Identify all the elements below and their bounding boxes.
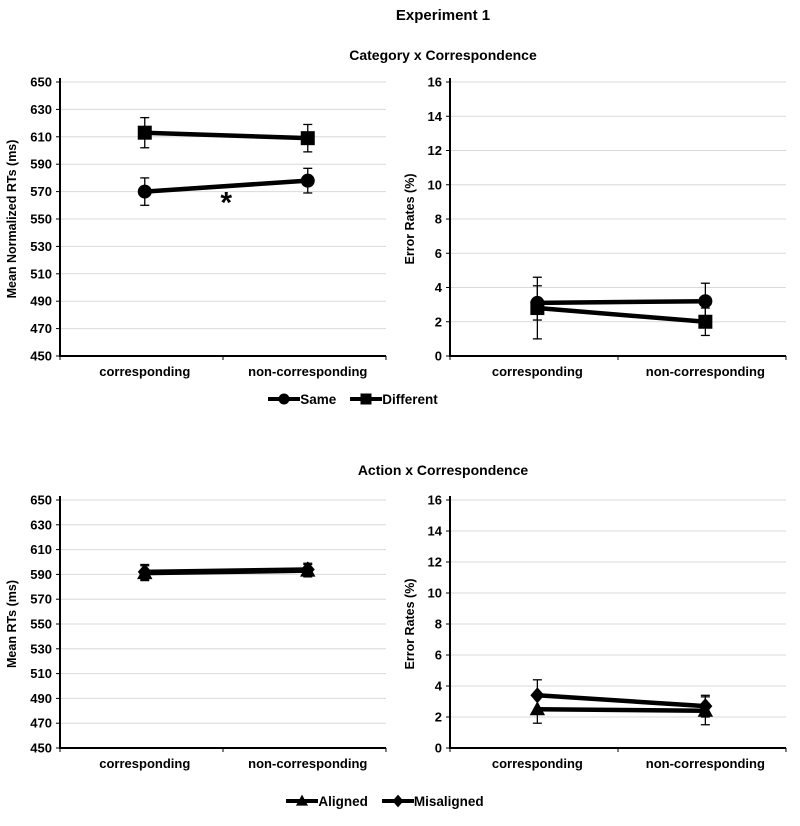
y-axis-tick-label: 4 [435, 280, 443, 295]
series-line-different [537, 305, 706, 324]
y-axis-tick-label: 8 [435, 212, 442, 227]
triangle-legend-icon [286, 794, 319, 806]
y-axis-title: Error Rates (%) [403, 174, 417, 265]
legend-item-same: Same [268, 391, 336, 407]
x-axis-category-label: non-corresponding [646, 364, 765, 379]
y-axis-tick-label: 450 [30, 349, 52, 364]
diamond-legend-icon [381, 794, 414, 808]
data-point-different-corresponding [530, 301, 545, 316]
data-point-aligned-corresponding [529, 701, 546, 716]
data-point-different-non-corresponding [300, 131, 315, 146]
y-axis-tick-label: 630 [30, 102, 52, 117]
y-axis-tick-label: 490 [30, 294, 52, 309]
y-axis-tick-label: 530 [30, 239, 52, 254]
legend-category: Same Different [0, 391, 706, 407]
data-point-misaligned-non-corresponding [300, 561, 315, 578]
y-axis-tick-label: 12 [428, 555, 442, 570]
y-axis-tick-label: 10 [428, 177, 442, 192]
series-line-same [537, 298, 706, 306]
y-axis-tick-label: 4 [435, 679, 443, 694]
legend-item-aligned: Aligned [286, 793, 368, 809]
x-axis-category-label: corresponding [99, 756, 190, 771]
y-axis-title: Mean RTs (ms) [5, 580, 19, 668]
legend-label: Same [300, 391, 337, 407]
chart-action-rt: 450 470 490 510 530 550 570 590 610 630 650 Mean RT… [5, 493, 387, 771]
y-axis-tick-label: 510 [30, 266, 52, 281]
legend-label: Aligned [318, 793, 368, 809]
y-axis-tick-label: 610 [30, 129, 52, 144]
triangle-marker-icon [296, 794, 309, 806]
diamond-marker-icon [392, 794, 404, 808]
data-point-same-non-corresponding [698, 294, 713, 309]
circle-legend-icon [268, 393, 301, 405]
y-axis-tick-label: 0 [435, 349, 442, 364]
data-point-different-non-corresponding [698, 314, 713, 329]
y-axis-tick-label: 14 [428, 524, 443, 539]
y-axis-tick-label: 6 [435, 246, 442, 261]
y-axis-tick-label: 490 [30, 691, 52, 706]
chart-category-rt: 450 470 490 510 530 550 570 590 610 630 650 Mean No… [5, 75, 387, 379]
y-axis-tick-label: 450 [30, 741, 52, 756]
y-axis-tick-label: 6 [435, 648, 442, 663]
series-line-misaligned [537, 693, 706, 709]
y-axis-tick-label: 530 [30, 641, 52, 656]
series-line-different [144, 130, 308, 141]
y-axis-tick-label: 8 [435, 617, 442, 632]
x-axis-category-label: non-corresponding [248, 364, 367, 379]
legend-label: Different [382, 391, 438, 407]
data-point-misaligned-corresponding [530, 687, 545, 704]
circle-marker-icon [278, 393, 290, 405]
series-line-misaligned [144, 567, 308, 575]
legend-label: Misaligned [413, 793, 484, 809]
y-axis-tick-label: 0 [435, 741, 442, 756]
y-axis-tick-label: 10 [428, 586, 442, 601]
square-legend-icon [350, 393, 383, 405]
data-point-misaligned-corresponding [137, 563, 152, 580]
y-axis-tick-label: 470 [30, 321, 52, 336]
legend-action: Aligned Misaligned [0, 793, 770, 809]
y-axis-tick-label: 610 [30, 542, 52, 557]
section-title-category: Category x Correspondence [349, 47, 537, 63]
series-line-aligned [537, 707, 706, 714]
x-axis-category-label: corresponding [492, 756, 583, 771]
data-point-different-corresponding [137, 125, 152, 140]
x-axis-category-label: non-corresponding [248, 756, 367, 771]
data-point-misaligned-non-corresponding [698, 698, 713, 715]
y-axis-title: Error Rates (%) [403, 579, 417, 670]
y-axis-tick-label: 550 [30, 617, 52, 632]
y-axis-tick-label: 630 [30, 517, 52, 532]
y-axis-tick-label: 2 [435, 710, 442, 725]
series-line-same [144, 178, 308, 194]
chart-action-error-rates: 0 2 4 6 8 10 12 14 16 Error Rates (%) correspondin… [403, 493, 787, 771]
chart-category-error-rates: 0 2 4 6 8 10 12 14 16 Error Rates (%) correspondin… [403, 75, 787, 379]
data-point-same-corresponding [137, 184, 152, 199]
y-axis-title: Mean Normalized RTs (ms) [5, 140, 19, 299]
legend-item-different: Different [350, 391, 438, 407]
x-axis-category-label: corresponding [99, 364, 190, 379]
y-axis-tick-label: 2 [435, 314, 442, 329]
data-point-same-non-corresponding [300, 173, 315, 188]
legend-item-misaligned: Misaligned [381, 793, 484, 809]
y-axis-tick-label: 16 [428, 493, 442, 508]
y-axis-tick-label: 16 [428, 75, 442, 90]
section-title-action: Action x Correspondence [357, 462, 529, 478]
y-axis-tick-label: 570 [30, 592, 52, 607]
y-axis-tick-label: 590 [30, 567, 52, 582]
y-axis-tick-label: 590 [30, 157, 52, 172]
y-axis-tick-label: 550 [30, 212, 52, 227]
y-axis-tick-label: 12 [428, 143, 442, 158]
y-axis-tick-label: 650 [30, 75, 52, 90]
figure-title: Experiment 1 [395, 7, 491, 24]
y-axis-tick-label: 470 [30, 716, 52, 731]
y-axis-tick-label: 510 [30, 666, 52, 681]
x-axis-category-label: non-corresponding [646, 756, 765, 771]
x-axis-category-label: corresponding [492, 364, 583, 379]
significance-asterisk: * [220, 187, 232, 220]
y-axis-tick-label: 14 [428, 109, 443, 124]
y-axis-tick-label: 570 [30, 184, 52, 199]
y-axis-tick-label: 650 [30, 493, 52, 508]
square-marker-icon [360, 393, 372, 405]
